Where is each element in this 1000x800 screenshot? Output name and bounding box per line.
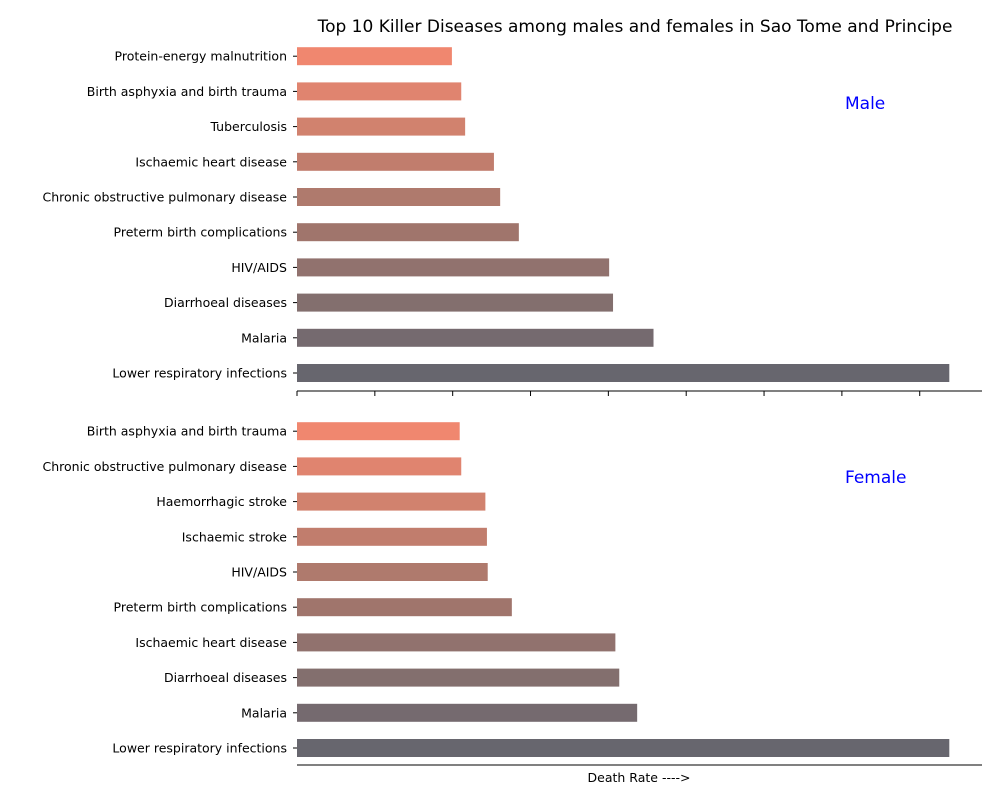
male-bar xyxy=(297,47,452,66)
male-category-label: Birth asphyxia and birth trauma xyxy=(87,84,287,99)
male-category-label: Tuberculosis xyxy=(209,119,287,134)
female-bar xyxy=(297,703,638,722)
male-category-label: Preterm birth complications xyxy=(114,225,287,240)
male-bar xyxy=(297,152,494,171)
male-bar xyxy=(297,188,501,206)
male-category-label: Chronic obstructive pulmonary disease xyxy=(43,190,288,205)
female-category-label: Ischaemic stroke xyxy=(182,529,288,544)
female-bar xyxy=(297,563,488,581)
female-category-label: HIV/AIDS xyxy=(231,565,287,580)
female-bar xyxy=(297,457,462,476)
female-category-label: Birth asphyxia and birth trauma xyxy=(87,424,287,439)
female-category-label: Chronic obstructive pulmonary disease xyxy=(43,459,288,474)
male-panel: Lower respiratory infections Malaria Diarr… xyxy=(43,47,982,396)
female-panel: Lower respiratory infections Malaria Diarr… xyxy=(43,422,982,766)
male-bar xyxy=(297,364,950,382)
male-category-label: Lower respiratory infections xyxy=(112,366,287,381)
male-category-label: Diarrhoeal diseases xyxy=(164,295,287,310)
female-category-label: Haemorrhagic stroke xyxy=(156,494,287,509)
male-category-label: Protein-energy malnutrition xyxy=(115,49,287,64)
female-category-label: Malaria xyxy=(241,705,287,720)
chart-title: Top 10 Killer Diseases among males and f… xyxy=(317,17,953,37)
female-bar xyxy=(297,739,950,757)
male-bar xyxy=(297,223,519,242)
chart-panels: Lower respiratory infections Malaria Diarr… xyxy=(43,47,982,766)
male-category-label: HIV/AIDS xyxy=(231,260,287,275)
female-bar xyxy=(297,598,512,617)
female-bar xyxy=(297,527,487,546)
x-axis-label: Death Rate ----> xyxy=(588,770,691,785)
male-bar xyxy=(297,258,610,277)
male-bar xyxy=(297,82,462,101)
female-category-label: Lower respiratory infections xyxy=(112,741,287,756)
female-category-label: Preterm birth complications xyxy=(114,600,287,615)
female-panel-label: Female xyxy=(845,468,906,488)
male-bar xyxy=(297,293,614,312)
male-category-label: Malaria xyxy=(241,330,287,345)
female-category-label: Ischaemic heart disease xyxy=(135,635,287,650)
male-bar xyxy=(297,117,466,136)
female-bar xyxy=(297,633,616,652)
female-bar xyxy=(297,492,486,511)
female-bar xyxy=(297,668,620,687)
male-category-label: Ischaemic heart disease xyxy=(135,154,287,169)
male-bar xyxy=(297,328,654,347)
male-panel-label: Male xyxy=(845,94,885,114)
female-bar xyxy=(297,422,460,441)
female-category-label: Diarrhoeal diseases xyxy=(164,670,287,685)
